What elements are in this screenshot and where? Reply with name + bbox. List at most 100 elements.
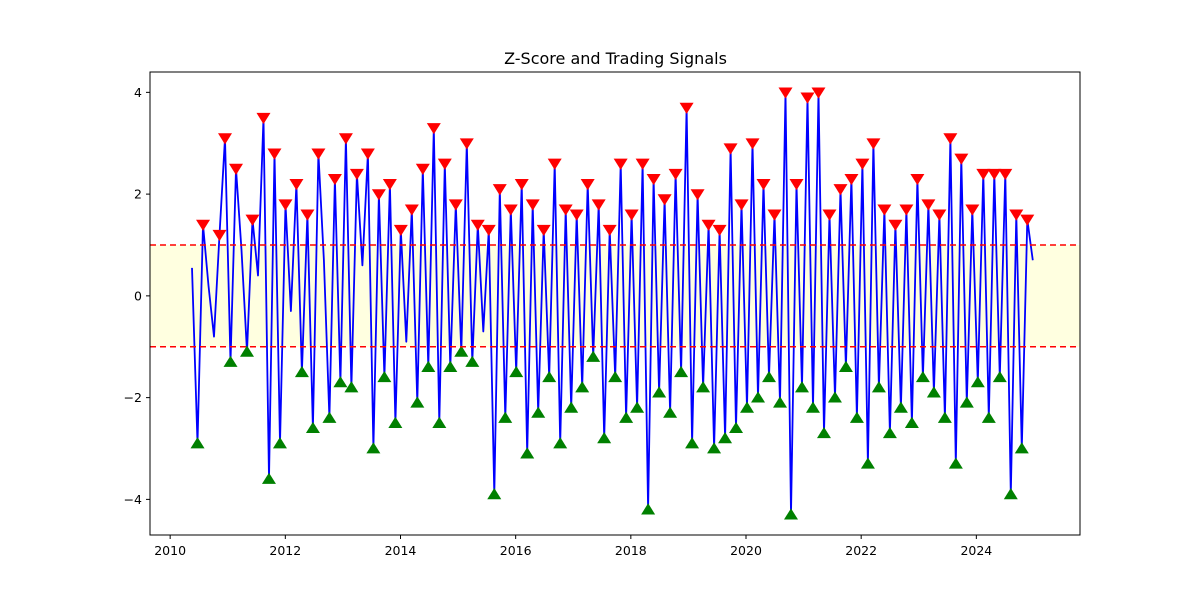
- buy-signal-marker: [981, 411, 996, 423]
- sell-signal-marker: [1009, 209, 1024, 221]
- sell-signal-marker: [668, 168, 683, 181]
- buy-signal-marker: [305, 421, 320, 434]
- sell-signal-marker: [701, 219, 716, 231]
- sell-signal-marker: [712, 224, 727, 237]
- sell-signal-marker: [800, 92, 815, 104]
- buy-signal-marker: [718, 432, 733, 444]
- sell-signal-marker: [349, 168, 364, 181]
- buy-signal-marker: [970, 376, 985, 388]
- buy-signal-marker: [816, 426, 831, 439]
- buy-signal-marker: [531, 406, 546, 418]
- buy-signal-marker: [630, 401, 645, 413]
- sell-signal-marker: [426, 123, 441, 135]
- sell-signal-marker: [470, 219, 485, 231]
- buy-signal-marker: [608, 370, 623, 383]
- sell-signal-marker: [393, 224, 408, 237]
- sell-signal-marker: [998, 168, 1013, 181]
- buy-signal-marker: [882, 426, 897, 439]
- chart-title: Z-Score and Trading Signals: [504, 49, 727, 68]
- sell-signal-marker: [943, 133, 958, 145]
- buy-signal-marker: [239, 345, 254, 357]
- sell-signal-marker: [690, 189, 705, 201]
- sell-signal-marker: [789, 179, 804, 191]
- sell-signal-marker: [833, 184, 848, 196]
- buy-signal-marker: [926, 386, 941, 398]
- sell-signal-marker: [602, 224, 617, 237]
- sell-signal-marker: [987, 168, 1002, 181]
- y-tick-label: 4: [134, 85, 142, 100]
- sell-signal-marker: [448, 199, 463, 211]
- buy-signal-marker: [223, 355, 238, 367]
- buy-signal-marker: [663, 406, 678, 418]
- buy-signal-marker: [729, 421, 744, 434]
- buy-signal-marker: [443, 360, 458, 372]
- sell-signal-marker: [289, 179, 304, 191]
- buy-signal-marker: [860, 457, 875, 469]
- x-tick-label: 2020: [730, 543, 762, 558]
- sell-signal-marker: [811, 87, 826, 99]
- buy-signal-marker: [261, 472, 276, 484]
- buy-signal-marker: [904, 416, 919, 428]
- sell-signal-marker: [404, 204, 419, 216]
- buy-signal-marker: [388, 416, 403, 428]
- buy-signal-marker: [641, 503, 656, 515]
- buy-signal-marker: [674, 365, 689, 378]
- sell-signal-marker: [218, 133, 233, 145]
- buy-signal-marker: [520, 447, 535, 459]
- sell-signal-marker: [745, 138, 760, 150]
- sell-signal-marker: [910, 173, 925, 186]
- sell-signal-marker: [245, 214, 260, 226]
- sell-signal-marker: [613, 158, 628, 170]
- sell-signal-marker: [278, 199, 293, 211]
- buy-signal-marker: [597, 432, 612, 444]
- buy-signal-marker: [893, 401, 908, 413]
- sell-signal-marker: [756, 179, 771, 191]
- y-tick-label: 0: [134, 288, 142, 303]
- sell-signal-marker: [459, 138, 474, 150]
- x-tick-label: 2016: [500, 543, 532, 558]
- sell-signal-marker: [855, 158, 870, 170]
- buy-signal-marker: [762, 370, 777, 383]
- sell-signal-marker: [360, 148, 375, 160]
- buy-signal-marker: [586, 350, 601, 362]
- y-axis: −4 −2 0 2 4: [124, 85, 150, 507]
- sell-signal-marker: [580, 179, 595, 191]
- buy-signal-marker: [333, 376, 348, 388]
- sell-signal-marker: [569, 209, 584, 221]
- sell-signal-marker: [844, 173, 859, 186]
- buy-signal-marker: [377, 370, 392, 383]
- sell-signal-marker: [492, 184, 507, 196]
- x-tick-label: 2010: [154, 543, 186, 558]
- buy-signal-marker: [509, 365, 524, 378]
- sell-signal-marker: [888, 219, 903, 231]
- buy-signal-marker: [707, 442, 722, 454]
- sell-signal-marker: [382, 179, 397, 191]
- buy-signal-marker: [366, 442, 381, 454]
- zscore-line: [191, 91, 1034, 516]
- buy-signal-marker: [465, 355, 480, 367]
- buy-signal-marker: [849, 411, 864, 423]
- sell-signal-marker: [866, 138, 881, 150]
- sell-signal-marker: [932, 209, 947, 221]
- buy-signal-marker: [751, 391, 766, 403]
- buy-signal-marker: [652, 386, 667, 398]
- y-tick-label: −2: [124, 390, 142, 405]
- sell-signal-marker: [415, 163, 430, 175]
- buy-signal-marker: [948, 457, 963, 469]
- sell-signal-marker: [547, 158, 562, 170]
- x-tick-label: 2012: [269, 543, 301, 558]
- buy-signal-marker: [542, 370, 557, 383]
- y-tick-label: 2: [134, 187, 142, 202]
- sell-signal-marker: [267, 148, 282, 160]
- plot-area: [149, 71, 1081, 536]
- buy-signal-marker: [794, 381, 809, 393]
- sell-signal-marker: [646, 173, 661, 186]
- sell-signal-marker: [256, 112, 271, 125]
- x-tick-label: 2024: [960, 543, 992, 558]
- buy-signal-marker: [827, 391, 842, 403]
- x-tick-label: 2022: [845, 543, 877, 558]
- axes-frame: [149, 71, 1081, 536]
- buy-signal-marker: [410, 396, 425, 408]
- buy-signal-marker: [1014, 442, 1029, 454]
